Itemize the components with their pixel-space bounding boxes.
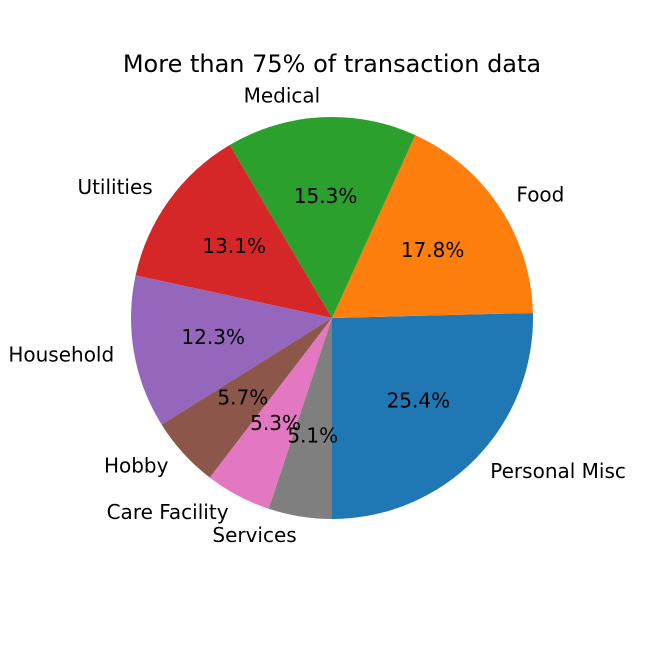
slice-percent-care-facility: 5.3% [250,411,301,435]
slice-label-personal-misc: Personal Misc [490,459,626,483]
slice-percent-personal-misc: 25.4% [387,389,451,413]
slice-label-utilities: Utilities [77,175,152,199]
pie-slice-food [332,135,533,318]
slice-label-food: Food [516,183,564,207]
pie-slice-personal-misc [332,312,533,519]
pie-slice-hobby [161,318,332,478]
percent-labels: 25.4% 17.8% 15.3% 13.1% 12.3% 5.7%5.3%5.1% [181,184,464,447]
slice-label-medical: Medical [244,84,321,108]
slice-percent-utilities: 13.1% [202,234,266,258]
slice-percent-hobby: 5.7% [217,386,268,410]
slice-label-care-facility: Care Facility [107,500,229,524]
slice-label-household: Household [8,343,114,367]
slice-percent-food: 17.8% [401,238,465,262]
slice-labels: Personal Misc Food Medical Utilities Househo… [8,84,626,547]
slice-label-hobby: Hobby [104,453,169,477]
pie-slice-medical [229,117,416,318]
pie-slice-utilities [135,144,332,318]
slice-percent-household: 12.3% [181,325,245,349]
chart-title: More than 75% of transaction data [123,50,541,78]
slice-percent-medical: 15.3% [294,184,358,208]
slice-label-services: Services [212,523,296,547]
slice-percent-services: 5.1% [287,424,338,448]
pie-slice-services [268,318,332,519]
pie-slice-care-facility [209,318,332,509]
pie-wedges [131,117,533,519]
pie-slice-household [131,275,332,425]
